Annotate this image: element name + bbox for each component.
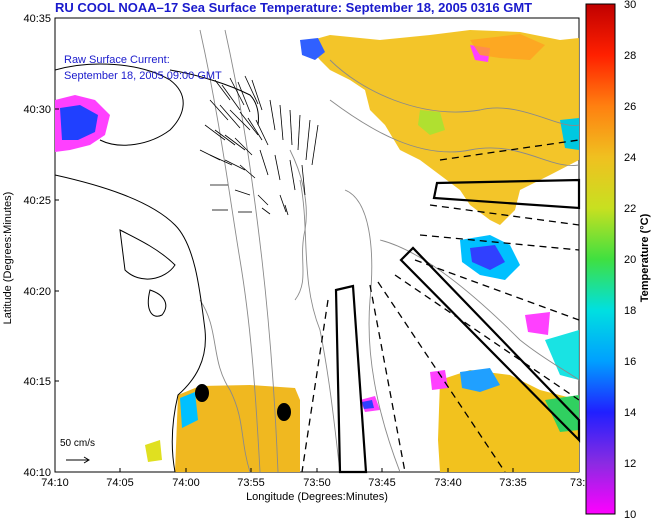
x-tick-label: 73:45 <box>368 477 396 489</box>
blue-patch-mid-east <box>470 245 505 270</box>
scale-arrowhead <box>83 456 90 464</box>
y-tick-label: 40:15 <box>23 376 51 388</box>
x-tick-label: 73:35 <box>499 477 527 489</box>
coastline <box>55 63 259 472</box>
scale-arrow-label: 50 cm/s <box>60 438 95 449</box>
colorbar-gradient <box>585 3 616 515</box>
colorbar-tick: 18 <box>624 305 636 317</box>
colorbar-title: Temperature (°C) <box>639 213 651 302</box>
sst-field <box>55 30 579 472</box>
magenta-patch-east <box>525 312 550 335</box>
figure-title: RU COOL NOAA–17 Sea Surface Temperature:… <box>55 0 533 15</box>
station-marker <box>195 384 209 402</box>
colorbar-tick: 12 <box>624 458 636 470</box>
y-axis-title: Latitude (Degrees:Minutes) <box>2 192 14 325</box>
y-tick-label: 40:25 <box>23 195 51 207</box>
x-tick-label: 74:10 <box>41 477 69 489</box>
cyan-strip-southwest <box>180 392 198 428</box>
current-vectors <box>199 75 319 216</box>
bathymetry-contours <box>199 29 579 472</box>
x-tick-label: 74:05 <box>106 477 134 489</box>
colorbar-tick: 20 <box>624 254 636 266</box>
colorbar-tick: 26 <box>624 101 636 113</box>
colorbar-tick: 24 <box>624 152 636 164</box>
colorbar-tick: 30 <box>624 0 636 11</box>
warm-patch-southwest <box>175 385 300 472</box>
cyan-patch-east <box>545 330 579 380</box>
y-tick-label: 40:35 <box>23 13 51 25</box>
current-legend-line1: Raw Surface Current: <box>64 54 170 66</box>
cool-spot-southeast <box>460 368 500 392</box>
blue-spot-center <box>362 400 374 409</box>
yellow-fleck-southwest <box>145 440 162 462</box>
blue-patch-nw <box>60 105 98 140</box>
x-tick-label: 73:55 <box>237 477 265 489</box>
y-axis: 40:35 40:30 40:25 40:20 40:15 40:10 Lati… <box>2 13 59 479</box>
cold-spot-nw <box>300 38 325 60</box>
green-patch-southeast <box>545 395 579 432</box>
y-tick-label: 40:20 <box>23 286 51 298</box>
y-tick-label: 40:10 <box>23 467 51 479</box>
green-patch-n <box>418 110 445 135</box>
survey-dashed-lines <box>301 139 580 473</box>
current-legend-line2: September 18, 2005 09:00 GMT <box>64 70 222 82</box>
colorbar-tick: 14 <box>624 407 636 419</box>
x-axis-title: Longitude (Degrees:Minutes) <box>246 491 388 503</box>
orange-patch-n <box>470 34 545 60</box>
colorbar-tick: 22 <box>624 203 636 215</box>
x-tick-label: 73:50 <box>303 477 331 489</box>
colorbar: 30 28 26 24 22 20 18 16 14 12 10 Tempera… <box>585 0 651 518</box>
x-tick-label: 73:40 <box>434 477 462 489</box>
station-marker <box>277 403 291 421</box>
warm-patch-southeast <box>438 370 579 472</box>
x-tick-label: 74:00 <box>172 477 200 489</box>
colorbar-tick: 10 <box>624 509 636 518</box>
x-axis: 74:10 74:05 74:00 73:55 73:50 73:45 73:4… <box>41 468 591 503</box>
magenta-spot-southeast <box>430 370 448 390</box>
sampling-boxes <box>334 178 581 474</box>
y-tick-label: 40:30 <box>23 104 51 116</box>
colorbar-tick: 28 <box>624 50 636 62</box>
colorbar-tick: 16 <box>624 356 636 368</box>
